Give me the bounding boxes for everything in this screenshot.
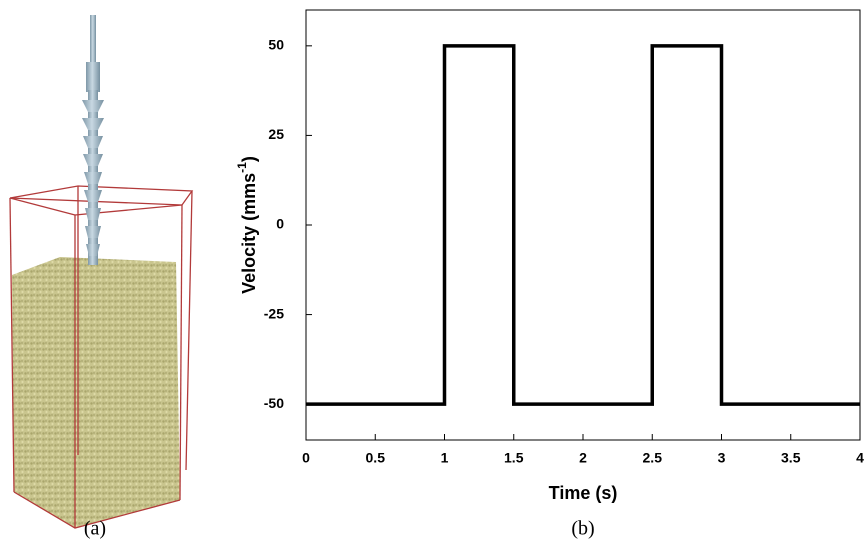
x-tick-label: 3.5	[781, 450, 801, 466]
x-tick-label: 1.5	[504, 450, 524, 466]
x-tick-label: 4	[856, 450, 864, 466]
x-tick-label: 0.5	[366, 450, 386, 466]
container-wireframe	[9, 185, 194, 529]
y-axis-label-main: Velocity (mms	[239, 173, 259, 294]
y-tick-label: 0	[276, 216, 284, 232]
panel-a-caption: (a)	[84, 518, 106, 540]
panel-b-caption: (b)	[571, 518, 594, 540]
x-tick-label: 1	[441, 450, 449, 466]
x-tick-label: 2.5	[643, 450, 663, 466]
y-tick-label: -25	[264, 305, 284, 321]
x-axis-label: Time (s)	[549, 483, 618, 503]
series-line	[306, 44, 860, 406]
y-tick-label: 50	[268, 37, 284, 53]
granular-bed	[12, 257, 180, 528]
x-tick-label: 0	[302, 450, 310, 466]
y-axis-label-superscript: -1	[235, 162, 249, 173]
x-tick-label: 3	[718, 450, 726, 466]
screw-pile	[82, 15, 104, 265]
panel-a-illustration	[9, 15, 194, 529]
x-tick-label: 2	[579, 450, 587, 466]
y-axis-label-end: )	[239, 156, 259, 162]
y-axis-label: Velocity (mms-1)	[235, 156, 259, 294]
y-tick-label: -50	[264, 395, 284, 411]
y-tick-label: 25	[268, 126, 284, 142]
plot-frame	[305, 9, 861, 441]
